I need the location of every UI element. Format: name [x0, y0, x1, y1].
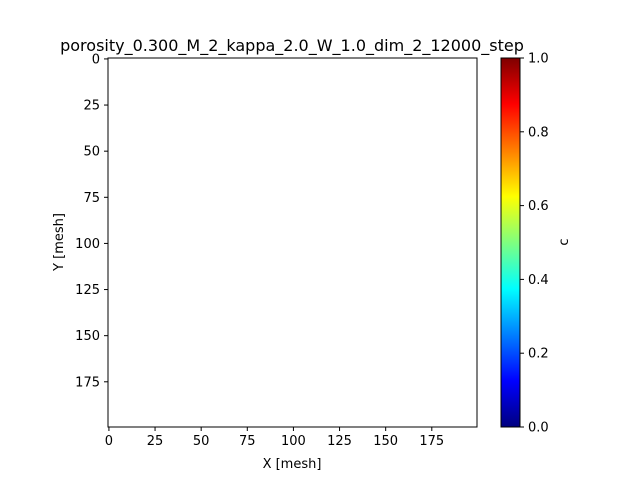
y-tick-label: 175 — [75, 375, 100, 390]
y-tick-label: 25 — [83, 99, 100, 114]
colorbar-ticks: 0.0 0.2 0.4 0.6 0.8 1.0 — [520, 52, 549, 436]
colorbar-tick-label: 0.2 — [528, 347, 549, 362]
x-tick-label: 175 — [419, 434, 444, 449]
y-tick-label: 0 — [92, 52, 100, 67]
y-axis-ticks: 0 25 50 75 100 125 150 175 — [75, 52, 108, 390]
x-tick-label: 50 — [193, 434, 210, 449]
colorbar-tick-label: 0.8 — [528, 125, 549, 140]
plot-frame — [107, 57, 478, 428]
heatmap-field — [108, 58, 477, 427]
colorbar — [500, 57, 521, 428]
x-tick-label: 0 — [105, 434, 113, 449]
x-axis-ticks: 0 25 50 75 100 125 150 175 — [105, 427, 444, 449]
colorbar-tick-label: 0.0 — [528, 421, 549, 436]
colorbar-label: c — [557, 238, 572, 245]
x-axis-label: X [mesh] — [263, 457, 322, 472]
colorbar-tick-label: 0.4 — [528, 273, 549, 288]
y-axis-label: Y [mesh] — [52, 213, 67, 272]
x-tick-label: 100 — [281, 434, 306, 449]
y-tick-label: 50 — [83, 145, 100, 160]
x-tick-label: 25 — [147, 434, 164, 449]
colorbar-tick-label: 0.6 — [528, 199, 549, 214]
x-tick-label: 75 — [239, 434, 256, 449]
x-tick-label: 125 — [327, 434, 352, 449]
chart-title: porosity_0.300_M_2_kappa_2.0_W_1.0_dim_2… — [60, 36, 524, 56]
y-tick-label: 100 — [75, 237, 100, 252]
y-tick-label: 75 — [83, 191, 100, 206]
colorbar-tick-label: 1.0 — [528, 52, 549, 67]
y-tick-label: 150 — [75, 329, 100, 344]
y-tick-label: 125 — [75, 283, 100, 298]
x-tick-label: 150 — [373, 434, 398, 449]
